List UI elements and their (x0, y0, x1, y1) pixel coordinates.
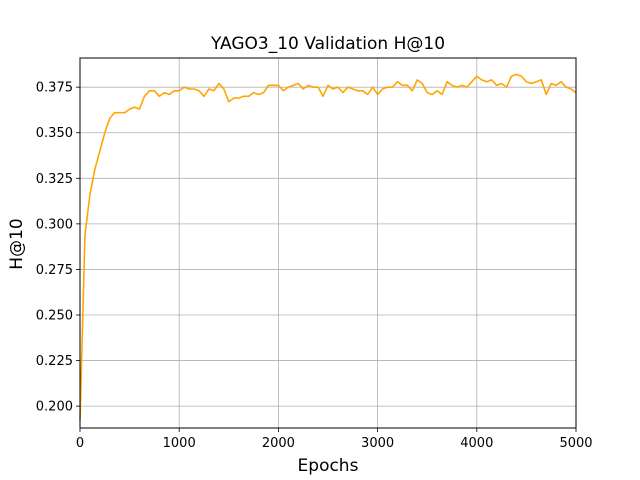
x-tick-label: 5000 (559, 436, 592, 451)
y-tick-label: 0.350 (36, 126, 73, 141)
y-tick-label: 0.325 (36, 172, 73, 187)
plot-frame (79, 57, 577, 429)
y-tick-label: 0.375 (36, 81, 73, 96)
x-tick-label: 1000 (163, 436, 196, 451)
y-axis-ticks: 0.200 0.225 0.250 0.275 0.300 0.325 0.350 0.375 (36, 81, 80, 415)
y-tick-label: 0.250 (36, 308, 73, 323)
series-line (79, 73, 577, 421)
y-axis-label: H@10 (7, 218, 27, 269)
y-tick-label: 0.200 (36, 400, 73, 415)
x-tick-label: 0 (76, 436, 84, 451)
y-tick-label: 0.300 (36, 217, 73, 232)
chart-title: YAGO3_10 Validation H@10 (210, 34, 445, 54)
y-tick-label: 0.225 (36, 354, 73, 369)
x-tick-label: 2000 (262, 436, 295, 451)
x-axis-label: Epochs (298, 456, 359, 476)
series-layer (79, 73, 577, 421)
y-tick-label: 0.275 (36, 263, 73, 278)
x-tick-label: 3000 (361, 436, 394, 451)
x-tick-label: 4000 (460, 436, 493, 451)
x-axis-ticks: 0 1000 2000 3000 4000 5000 (76, 428, 593, 451)
